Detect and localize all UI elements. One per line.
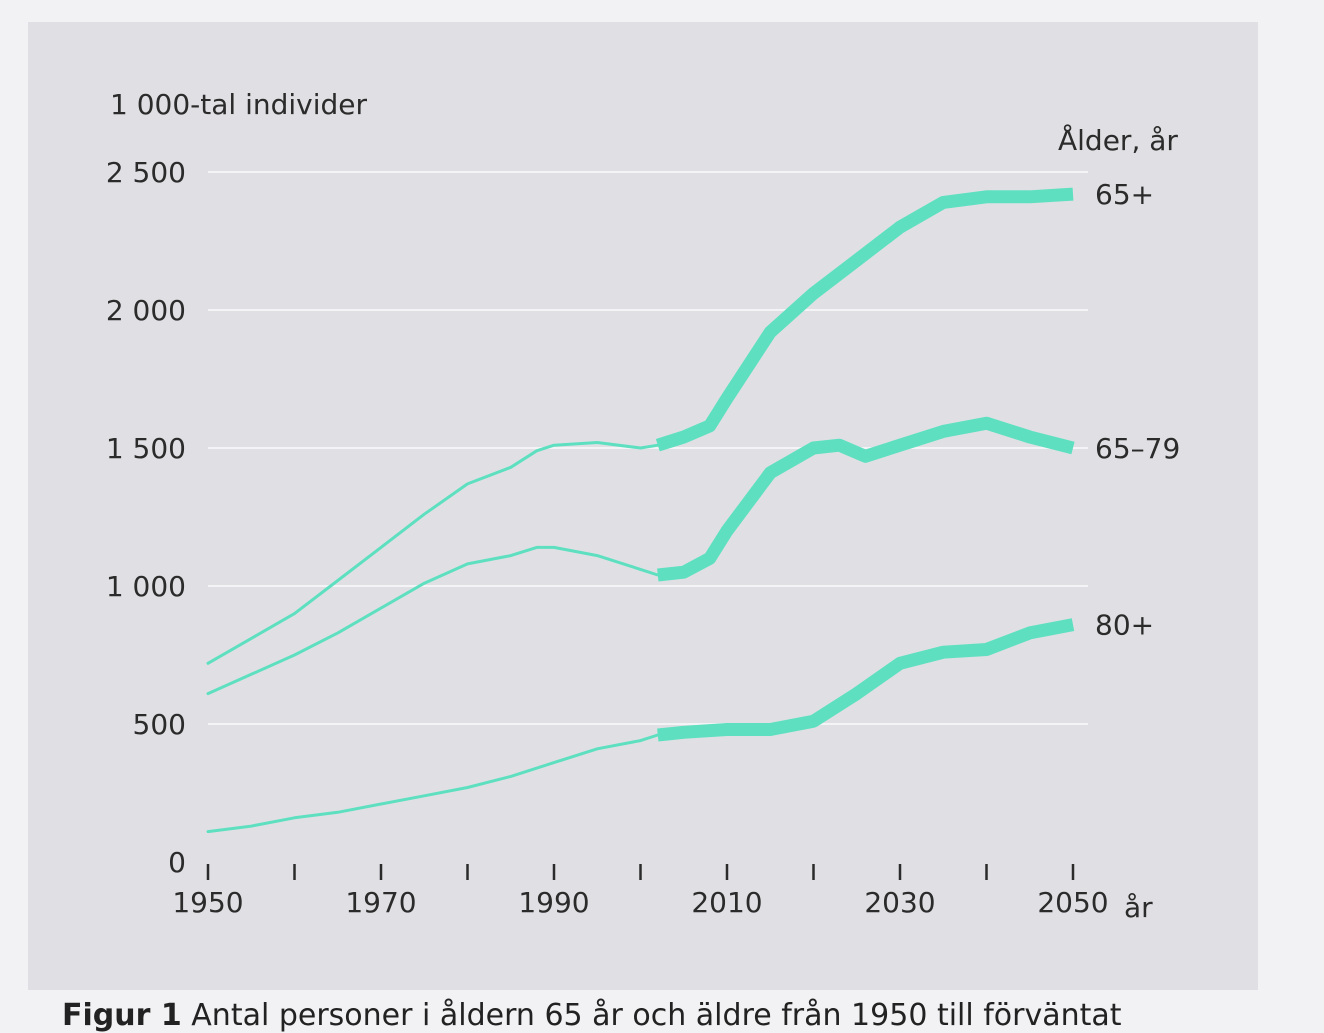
y-tick-label: 0: [168, 846, 186, 879]
series-labels: 65+ 65–79 80+: [1095, 178, 1180, 642]
y-tick-label: 2 000: [106, 294, 186, 327]
x-tick-label: 1990: [518, 886, 589, 919]
series-line-historical: [206, 545, 660, 696]
series-line-forecast: [657, 618, 1075, 742]
x-tick-label: 1950: [172, 886, 243, 919]
y-tick-label: 2 500: [106, 156, 186, 189]
y-tick-labels: 0 500 1 000 1 500 2 000 2 500: [106, 156, 186, 879]
figure-caption: Figur 1 Antal personer i åldern 65 år oc…: [62, 998, 1122, 1033]
y-axis-label: 1 000-tal individer: [110, 88, 368, 121]
y-tick-label: 1 000: [106, 570, 186, 603]
series-label: 65+: [1095, 178, 1154, 211]
y-tick-label: 500: [133, 708, 186, 741]
y-tick-label: 1 500: [106, 432, 186, 465]
legend-title: Ålder, år: [1058, 123, 1178, 157]
x-tick-label: 2030: [864, 886, 935, 919]
caption-label: Figur 1: [62, 998, 182, 1033]
series-line-historical: [206, 441, 660, 665]
series-line-forecast: [655, 187, 1074, 452]
x-tick-label: 2010: [691, 886, 762, 919]
x-axis-label: år: [1124, 891, 1153, 924]
series-line-forecast: [657, 416, 1075, 582]
x-tick-label: 2050: [1037, 886, 1108, 919]
line-chart: 0 500 1 000 1 500 2 000 2 500 1950 1970 1990 201…: [106, 88, 1180, 924]
series-line-historical: [206, 733, 660, 834]
x-tick-label: 1970: [345, 886, 416, 919]
chart-panel: 0 500 1 000 1 500 2 000 2 500 1950 1970 1990 201…: [28, 22, 1258, 990]
series-label: 65–79: [1095, 432, 1180, 465]
x-ticks: 1950 1970 1990 2010 2030 2050: [172, 864, 1109, 919]
series-label: 80+: [1095, 609, 1154, 642]
caption-text: Antal personer i åldern 65 år och äldre …: [191, 998, 1122, 1033]
series-lines: [206, 187, 1075, 834]
